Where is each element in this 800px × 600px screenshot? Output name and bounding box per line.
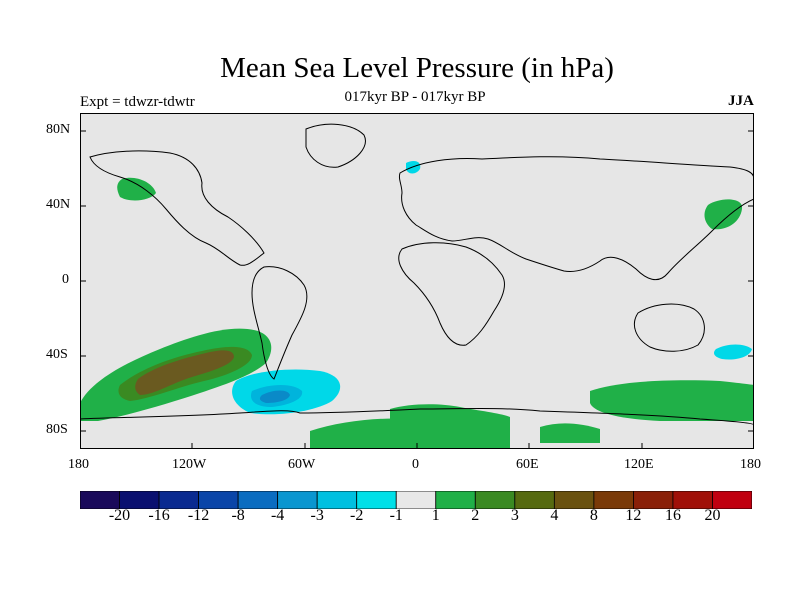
mslp-anomaly-map [80,113,754,449]
colorbar-label: -4 [270,507,285,524]
anomaly-north-pacific [117,177,156,201]
tick-marks [80,130,754,449]
anomaly-antarctic-indian [540,423,600,443]
lat-label-80s: 80S [46,422,68,437]
colorbar-label: -16 [148,507,170,524]
colorbar-label: -1 [389,507,403,524]
colorbar-label: 4 [550,507,559,524]
north-america-outline [89,150,265,266]
lon-label-120e: 120E [624,457,654,472]
colorbar-label: -8 [231,507,245,524]
experiment-label: Expt = tdwzr-tdwtr [80,94,195,110]
lon-label-60w: 60W [288,457,316,472]
colorbar [80,491,752,509]
colorbar-label: 16 [664,507,681,524]
positive-anomaly-regions [80,177,754,449]
colorbar-label: -2 [350,507,364,524]
south-america-outline [251,266,308,380]
australia-outline [634,303,705,352]
colorbar-label: -20 [108,507,131,524]
eurasia-outline [398,156,754,281]
coastlines [80,123,754,426]
lat-label-0: 0 [62,272,69,287]
colorbar-label: 3 [510,507,519,524]
colorbar-label: 1 [431,507,440,524]
colorbar-label: -3 [310,507,324,524]
anomaly-antarctic-atlantic [310,418,510,449]
lat-label-80n: 80N [46,122,71,137]
lon-label-120w: 120W [172,457,207,472]
anomaly-new-zealand [714,344,752,360]
map-title: Mean Sea Level Pressure (in hPa) [220,52,614,84]
negative-anomaly-regions [232,161,752,415]
colorbar-label: 20 [704,507,721,524]
lon-label-60e: 60E [516,457,539,472]
anomaly-south-indian-ocean [590,380,754,421]
colorbar-label: -12 [187,507,210,524]
colorbar-label: 8 [589,507,598,524]
antarctica-outline [80,408,754,426]
anomaly-northwest-pacific [704,199,743,230]
lon-label-0: 0 [412,457,419,472]
colorbar-label: 12 [625,507,642,524]
anomaly-drake-passage-core [259,390,290,403]
season-label: JJA [728,93,754,109]
greenland-outline [305,123,366,168]
lon-label-180-right: 180 [740,457,761,472]
colorbar-label: 2 [471,507,480,524]
lat-label-40s: 40S [46,347,68,362]
lon-label-180-left: 180 [68,457,89,472]
anomaly-south-pacific-core [135,350,234,395]
map-subtitle: 017kyr BP - 017kyr BP [344,89,486,105]
africa-outline [398,242,505,346]
lat-label-40n: 40N [46,197,71,212]
